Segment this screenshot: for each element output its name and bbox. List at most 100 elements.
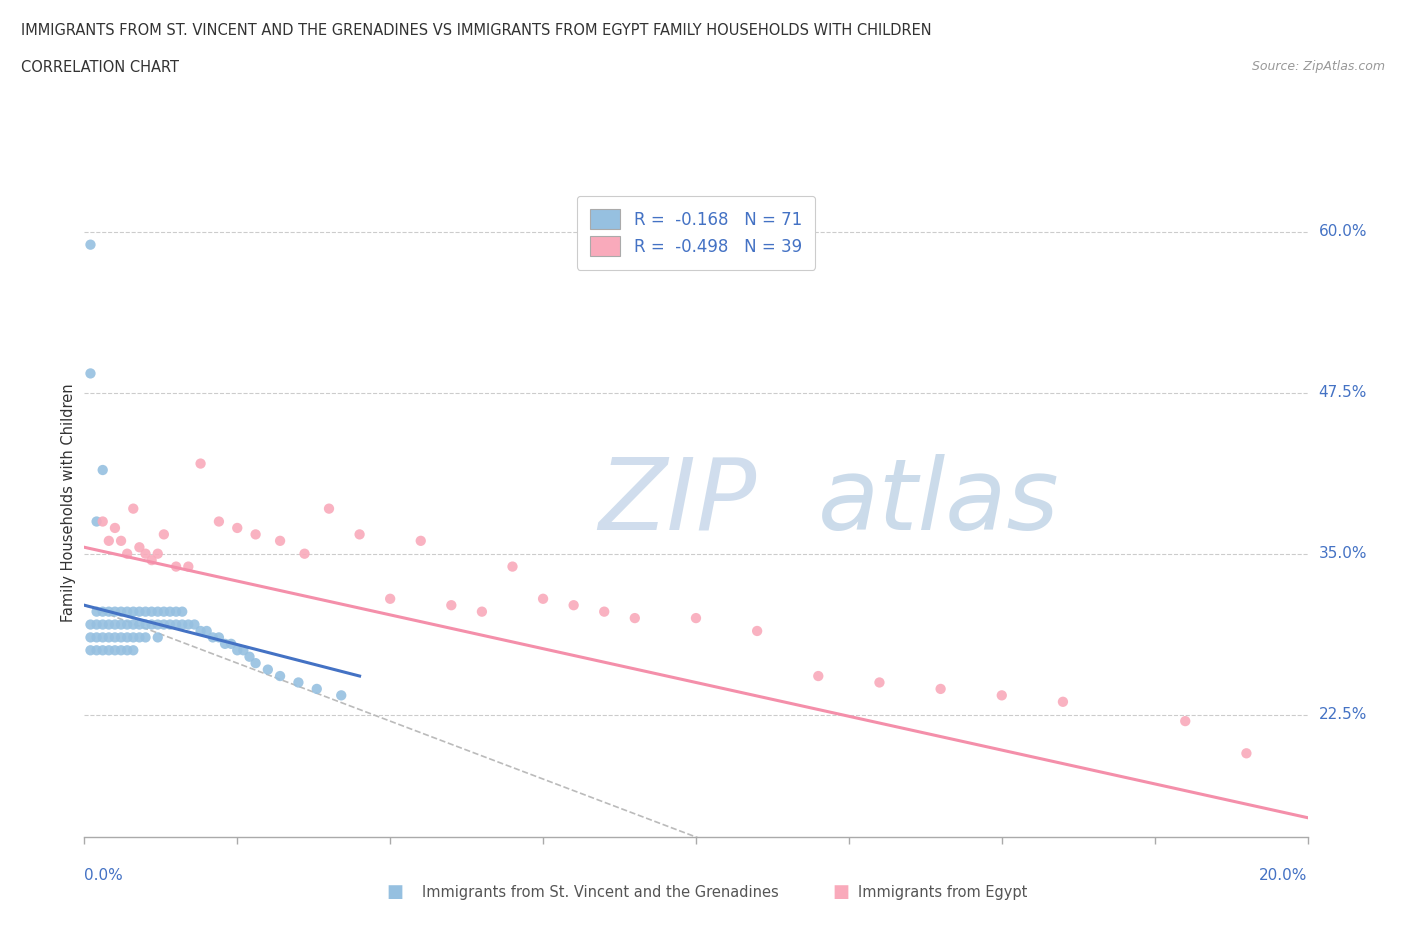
Point [110,534,132,549]
Point [183,618,205,632]
Point [245,656,267,671]
Point [79,237,101,252]
Point [141,618,163,632]
Point [232,643,254,658]
Point [991,688,1014,703]
Point [318,501,340,516]
Point [562,598,585,613]
Text: Immigrants from Egypt: Immigrants from Egypt [858,885,1026,900]
Text: 47.5%: 47.5% [1319,385,1367,400]
Point [146,618,169,632]
Point [79,643,101,658]
Point [135,546,157,561]
Point [624,611,647,626]
Point [226,643,249,658]
Point [593,604,616,619]
Point [104,604,127,619]
Point [110,618,132,632]
Point [135,630,157,644]
Point [104,521,127,536]
Point [245,527,267,542]
Point [153,618,176,632]
Point [257,662,280,677]
Point [190,456,212,471]
Point [214,636,236,651]
Point [91,514,114,529]
Text: ZIP: ZIP [598,454,756,551]
Point [115,618,138,632]
Text: ■: ■ [387,883,404,901]
Point [294,546,316,561]
Point [91,604,114,619]
Point [146,630,169,644]
Point [165,604,187,619]
Text: 0.0%: 0.0% [84,868,124,883]
Point [86,618,108,632]
Point [122,643,145,658]
Point [128,630,150,644]
Point [104,618,127,632]
Point [330,688,353,703]
Point [146,604,169,619]
Point [97,643,120,658]
Point [97,630,120,644]
Point [208,514,231,529]
Point [115,604,138,619]
Point [115,643,138,658]
Text: 60.0%: 60.0% [1319,224,1367,239]
Point [929,682,952,697]
Point [1052,695,1074,710]
Point [110,643,132,658]
Text: 20.0%: 20.0% [1260,868,1308,883]
Point [86,514,108,529]
Point [128,604,150,619]
Point [110,604,132,619]
Point [159,618,181,632]
Point [226,521,249,536]
Point [104,643,127,658]
Legend: R =  -0.168   N = 71, R =  -0.498   N = 39: R = -0.168 N = 71, R = -0.498 N = 39 [576,196,815,270]
Point [97,618,120,632]
Point [502,559,524,574]
Point [79,630,101,644]
Point [141,552,163,567]
Point [1234,746,1257,761]
Point [91,618,114,632]
Point [440,598,463,613]
Point [190,623,212,638]
Point [141,604,163,619]
Point [172,604,194,619]
Text: atlas: atlas [818,454,1060,551]
Point [97,534,120,549]
Point [91,643,114,658]
Point [471,604,494,619]
Point [531,591,554,606]
Point [86,604,108,619]
Point [807,669,830,684]
Point [104,630,127,644]
Point [380,591,402,606]
Point [91,462,114,477]
Point [135,618,157,632]
Point [165,618,187,632]
Point [86,643,108,658]
Point [115,630,138,644]
Point [201,630,224,644]
Text: IMMIGRANTS FROM ST. VINCENT AND THE GRENADINES VS IMMIGRANTS FROM EGYPT FAMILY H: IMMIGRANTS FROM ST. VINCENT AND THE GREN… [21,23,932,38]
Point [159,604,181,619]
Point [153,604,176,619]
Point [172,618,194,632]
Point [122,501,145,516]
Point [177,559,200,574]
Point [115,546,138,561]
Point [409,534,432,549]
Text: ■: ■ [832,883,849,901]
Point [79,618,101,632]
Point [135,604,157,619]
Point [349,527,371,542]
Point [110,630,132,644]
Point [122,618,145,632]
Point [91,630,114,644]
Point [122,630,145,644]
Point [146,546,169,561]
